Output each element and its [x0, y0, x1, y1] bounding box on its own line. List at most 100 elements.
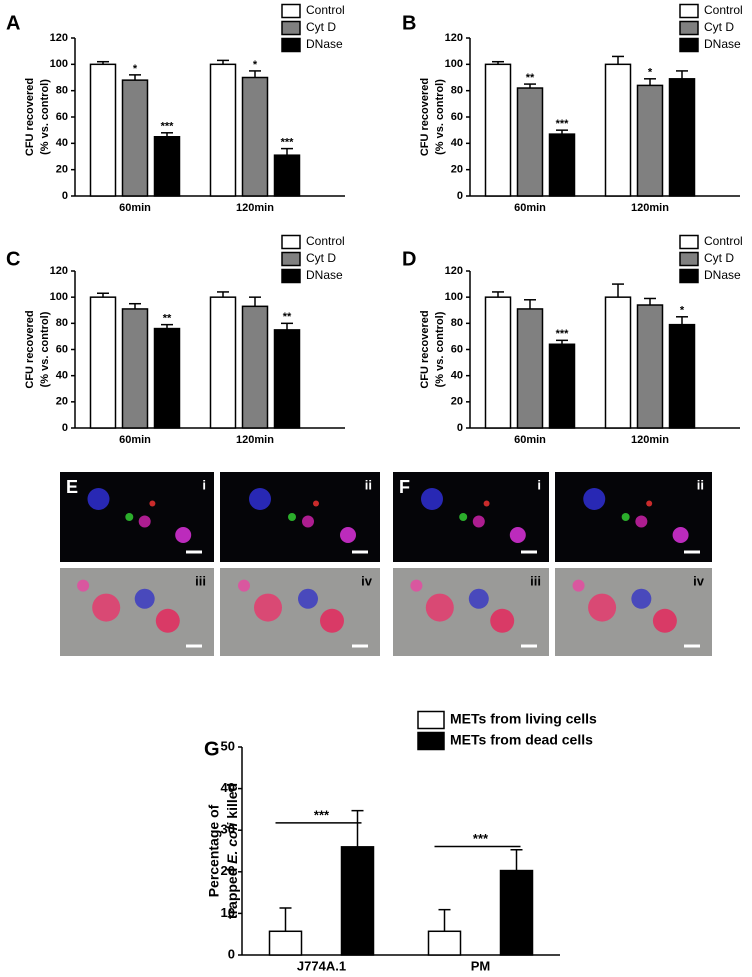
bar [484, 296, 512, 429]
y-tick-label: 60 [56, 111, 68, 123]
legend-swatch [679, 234, 699, 250]
cell [298, 588, 318, 609]
cell [249, 488, 271, 510]
x-tick-label: 60min [514, 202, 546, 214]
legend-label: DNase [306, 37, 343, 51]
bar [273, 154, 301, 197]
y-tick-label: 60 [451, 343, 463, 355]
significance-label: *** [314, 807, 330, 822]
cell [652, 608, 677, 633]
y-tick-label: 20 [451, 164, 463, 176]
legend-swatch [281, 20, 301, 36]
y-axis-label: trapped E. coli killed [224, 783, 240, 919]
y-tick-label: 40 [451, 137, 463, 149]
x-tick-label: 60min [119, 202, 151, 214]
bar [121, 308, 149, 429]
panel-numeral: ii [365, 477, 372, 492]
bar [484, 63, 512, 197]
significance-label: *** [161, 121, 175, 133]
micrograph [60, 472, 214, 562]
bar [636, 84, 664, 197]
y-tick-label: 50 [221, 738, 235, 753]
legend-label: DNase [704, 268, 741, 282]
y-tick-label: 120 [445, 265, 463, 277]
significance-label: * [133, 63, 138, 75]
y-tick-label: 40 [56, 370, 68, 382]
y-tick-label: 120 [50, 32, 68, 44]
significance-label: ** [283, 311, 292, 323]
y-tick-label: 60 [451, 111, 463, 123]
legend-swatch [679, 251, 699, 267]
y-tick-label: 20 [221, 863, 235, 878]
bar [548, 343, 576, 429]
y-tick-label: 120 [445, 32, 463, 44]
x-tick-label: J774A.1 [297, 958, 346, 973]
legend-swatch [417, 710, 445, 730]
panel-letter: B [402, 12, 416, 34]
legend-label: Control [704, 234, 743, 248]
legend-swatch [281, 37, 301, 53]
y-tick-label: 0 [62, 422, 68, 434]
bar [668, 78, 696, 197]
cell [175, 527, 192, 543]
legend-label: METs from living cells [450, 711, 597, 727]
bar [668, 323, 696, 429]
cell [254, 593, 282, 622]
cell [134, 588, 155, 609]
y-axis-label-part: E. coli [224, 821, 240, 863]
cell [320, 608, 344, 633]
y-axis-label: CFU recovered [419, 78, 431, 156]
legend-swatch [281, 251, 301, 267]
cell [509, 527, 526, 543]
legend-swatch [281, 234, 301, 250]
cell [572, 579, 585, 592]
panel-letter: D [402, 248, 416, 270]
bar [121, 79, 149, 197]
legend-label: Control [704, 3, 743, 17]
y-tick-label: 0 [457, 190, 463, 202]
y-tick-label: 80 [451, 85, 463, 97]
legend-swatch [679, 20, 699, 36]
cell [92, 593, 121, 622]
panel-letter: F [399, 477, 410, 497]
cell [425, 593, 454, 622]
y-axis-label: (% vs. control) [39, 311, 51, 387]
y-axis-label-part: trapped [224, 864, 240, 919]
bar [604, 296, 632, 429]
cell [459, 513, 468, 521]
micrograph [555, 472, 712, 562]
bar [153, 136, 181, 197]
bar [209, 63, 237, 197]
y-tick-label: 120 [50, 265, 68, 277]
panel-letter: G [204, 738, 220, 760]
y-tick-label: 40 [221, 780, 235, 795]
bar [516, 308, 544, 429]
panel-numeral: i [202, 477, 206, 492]
bar [268, 930, 303, 956]
legend-label: Cyt D [704, 20, 734, 34]
cell [421, 488, 443, 510]
y-axis-label: CFU recovered [24, 78, 36, 156]
panel-letter: A [6, 12, 20, 34]
cell [288, 513, 296, 521]
y-tick-label: 20 [451, 396, 463, 408]
cell [313, 500, 319, 507]
y-tick-label: 100 [50, 291, 68, 303]
bar [273, 329, 301, 429]
bar [636, 304, 664, 429]
y-axis-label: (% vs. control) [434, 311, 446, 387]
significance-label: * [253, 59, 258, 71]
y-axis-label: (% vs. control) [39, 79, 51, 155]
y-tick-label: 80 [56, 85, 68, 97]
y-axis-label: CFU recovered [419, 310, 431, 388]
panel-numeral: iii [530, 573, 541, 588]
y-axis-label: (% vs. control) [434, 79, 446, 155]
cell [472, 515, 485, 528]
cell [155, 608, 180, 633]
bar [516, 87, 544, 197]
significance-label: *** [473, 831, 489, 846]
cell [87, 488, 110, 510]
y-tick-label: 80 [56, 317, 68, 329]
significance-label: *** [556, 328, 570, 340]
cell [583, 488, 606, 510]
